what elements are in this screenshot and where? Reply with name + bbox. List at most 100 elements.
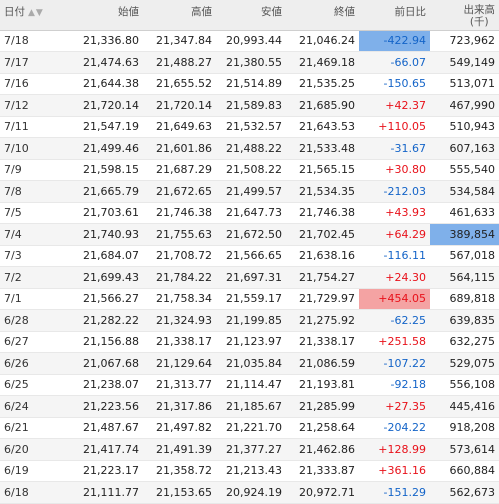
cell-change: -92.18 [359,374,430,396]
cell-low: 20,924.19 [216,481,286,504]
cell-open: 21,238.07 [64,374,143,396]
cell-low: 21,514.89 [216,73,286,95]
cell-date: 7/5 [0,202,64,224]
cell-close: 21,338.17 [286,331,359,353]
cell-change: +43.93 [359,202,430,224]
column-header-high[interactable]: 高値 [143,0,216,31]
table-row: 7/17 21,474.63 21,488.27 21,380.55 21,469.18… [0,51,499,74]
cell-change: +27.35 [359,395,430,418]
cell-open: 21,665.79 [64,180,143,203]
cell-open: 21,282.22 [64,309,143,332]
cell-date: 7/10 [0,137,64,160]
cell-date: 6/26 [0,352,64,375]
cell-open: 21,598.15 [64,159,143,181]
cell-change: -150.65 [359,73,430,95]
cell-volume: 461,633 [430,202,499,224]
cell-close: 21,469.18 [286,51,359,74]
cell-volume: 529,075 [430,352,499,375]
volume-header-line2: (千) [469,16,489,28]
cell-close: 21,534.35 [286,180,359,203]
column-header-close[interactable]: 終値 [286,0,359,31]
cell-date: 7/2 [0,266,64,289]
cell-open: 21,740.93 [64,223,143,246]
cell-open: 21,111.77 [64,481,143,504]
cell-date: 7/16 [0,73,64,95]
cell-low: 21,488.22 [216,137,286,160]
cell-volume: 556,108 [430,374,499,396]
cell-high: 21,491.39 [143,438,216,461]
cell-date: 7/9 [0,159,64,181]
table-row: 6/25 21,238.07 21,313.77 21,114.47 21,193.81… [0,374,499,396]
volume-header-label: 出来高 (千) [464,4,496,28]
table-row: 6/20 21,417.74 21,491.39 21,377.27 21,462.86… [0,438,499,461]
cell-close: 21,046.24 [286,30,359,52]
cell-close: 21,193.81 [286,374,359,396]
cell-low: 21,566.65 [216,245,286,267]
table-row: 7/12 21,720.14 21,720.14 21,589.83 21,685.90… [0,94,499,117]
cell-low: 21,199.85 [216,309,286,332]
cell-high: 21,313.77 [143,374,216,396]
cell-volume: 445,416 [430,395,499,418]
table-row: 7/11 21,547.19 21,649.63 21,532.57 21,643.53… [0,116,499,138]
cell-date: 6/25 [0,374,64,396]
cell-date: 7/18 [0,30,64,52]
column-header-volume[interactable]: 出来高 (千) [430,0,499,31]
cell-date: 6/27 [0,331,64,353]
cell-low: 21,697.31 [216,266,286,289]
cell-high: 21,655.52 [143,73,216,95]
table-row: 7/18 21,336.80 21,347.84 20,993.44 21,046.24… [0,30,499,52]
cell-volume: 639,835 [430,309,499,332]
cell-low: 21,672.50 [216,223,286,246]
cell-open: 21,487.67 [64,417,143,439]
cell-date: 7/8 [0,180,64,203]
table-row: 7/1 21,566.27 21,758.34 21,559.17 21,729.97 +… [0,288,499,310]
table-row: 7/2 21,699.43 21,784.22 21,697.31 21,754.27 +… [0,266,499,289]
cell-volume: 573,614 [430,438,499,461]
cell-date: 7/11 [0,116,64,138]
column-header-date[interactable]: 日付 ▲▼ [0,0,64,31]
table-row: 7/9 21,598.15 21,687.29 21,508.22 21,565.15 +… [0,159,499,181]
cell-date: 6/20 [0,438,64,461]
cell-low: 21,221.70 [216,417,286,439]
cell-close: 21,638.16 [286,245,359,267]
cell-date: 6/21 [0,417,64,439]
cell-date: 7/3 [0,245,64,267]
cell-high: 21,601.86 [143,137,216,160]
cell-change: +251.58 [359,331,430,353]
sort-toggle[interactable]: ▲▼ [28,8,44,18]
table-row: 6/24 21,223.56 21,317.86 21,185.67 21,285.99… [0,395,499,418]
cell-low: 21,035.84 [216,352,286,375]
cell-change: -31.67 [359,137,430,160]
cell-low: 21,559.17 [216,288,286,310]
cell-close: 21,533.48 [286,137,359,160]
cell-change: -116.11 [359,245,430,267]
table-header-row: 日付 ▲▼ 始値 高値 安値 終値 前日比 出来高 (千) [0,0,499,31]
table-row: 6/21 21,487.67 21,497.82 21,221.70 21,258.64… [0,417,499,439]
cell-open: 21,684.07 [64,245,143,267]
cell-open: 21,067.68 [64,352,143,375]
cell-volume: 607,163 [430,137,499,160]
table-row: 7/3 21,684.07 21,708.72 21,566.65 21,638.16-… [0,245,499,267]
cell-high: 21,338.17 [143,331,216,353]
cell-date: 6/19 [0,460,64,482]
cell-change: +361.16 [359,460,430,482]
cell-high: 21,153.65 [143,481,216,504]
cell-open: 21,223.56 [64,395,143,418]
cell-change: +30.80 [359,159,430,181]
cell-high: 21,755.63 [143,223,216,246]
cell-volume: 723,962 [430,30,499,52]
cell-open: 21,703.61 [64,202,143,224]
table-row: 6/28 21,282.22 21,324.93 21,199.85 21,275.92… [0,309,499,332]
column-header-low[interactable]: 安値 [216,0,286,31]
cell-close: 21,702.45 [286,223,359,246]
column-header-open[interactable]: 始値 [64,0,143,31]
cell-close: 20,972.71 [286,481,359,504]
column-header-change[interactable]: 前日比 [359,0,430,31]
triangle-down-icon: ▼ [35,8,43,18]
cell-low: 21,647.73 [216,202,286,224]
cell-date: 6/18 [0,481,64,504]
cell-volume: 555,540 [430,159,499,181]
cell-volume: 567,018 [430,245,499,267]
cell-change: -66.07 [359,51,430,74]
cell-date: 7/4 [0,223,64,246]
